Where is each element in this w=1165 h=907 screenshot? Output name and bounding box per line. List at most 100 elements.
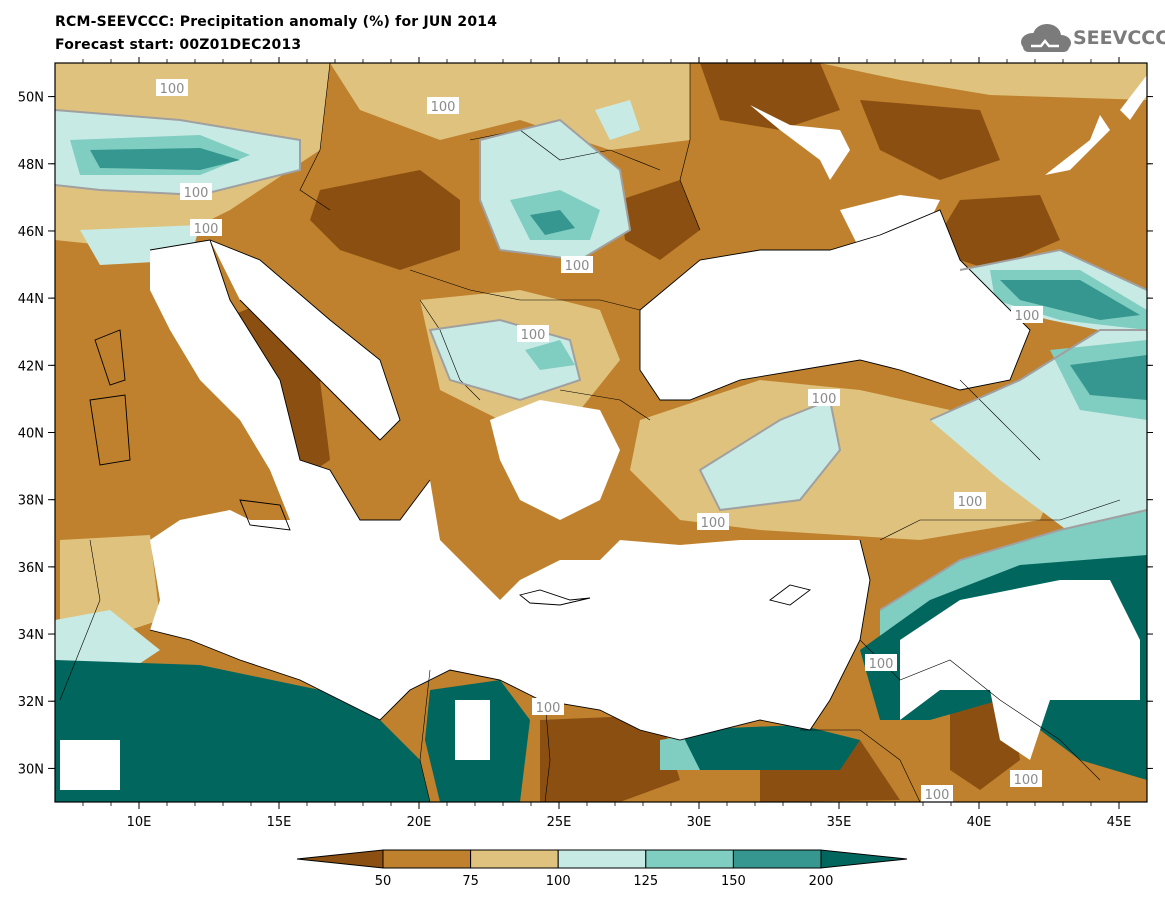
- very-wet-caucasus: [1000, 280, 1140, 320]
- contour-label: 100: [536, 701, 561, 716]
- white-river-patch-ne: [1120, 75, 1147, 120]
- map-title: RCM-SEEVCCC: Precipitation anomaly (%) f…: [55, 14, 498, 30]
- lat-tick-label: 34N: [18, 628, 44, 643]
- contour-label: 100: [160, 82, 185, 97]
- slightly-wet-north-romania: [595, 100, 640, 140]
- lon-axis: 10E 15E 20E 25E 30E 35E 40E 45E: [82, 57, 1132, 830]
- colorbar-level-label: 150: [721, 874, 746, 889]
- lat-tick-label: 44N: [18, 292, 44, 307]
- contour-label-bg: [532, 698, 564, 715]
- lon-tick-label: 45E: [1107, 815, 1132, 830]
- contour-label: 100: [431, 100, 456, 115]
- colorbar-level-label: 200: [809, 874, 834, 889]
- lat-tick-label: 40N: [18, 427, 44, 442]
- dry-zone-east-north: [820, 63, 1147, 100]
- lat-tick-label: 46N: [18, 225, 44, 240]
- dry-zone-africa-west: [60, 535, 160, 640]
- contour-label: 100: [194, 222, 219, 237]
- very-dry-romania: [620, 180, 700, 260]
- colorbar-level-label: 75: [462, 874, 479, 889]
- colorbar-box: [382, 849, 472, 869]
- lat-tick-label: 42N: [18, 359, 44, 374]
- contour-label-bg: [517, 325, 549, 342]
- contour-label-bg: [865, 654, 897, 671]
- colorbar-level-label: 125: [633, 874, 658, 889]
- wet-serbia: [525, 340, 575, 370]
- contour-label: 100: [521, 328, 546, 343]
- contour-label-bg: [697, 513, 729, 530]
- very-wet-alps: [90, 148, 240, 170]
- contour-label-bg: [427, 97, 459, 114]
- contour-label: 100: [565, 259, 590, 274]
- contour-label-bg: [808, 389, 840, 406]
- contour-100-lines: [55, 109, 1147, 611]
- colorbar-level-label: 100: [546, 874, 571, 889]
- very-wet-romania: [530, 210, 575, 235]
- sea-adriatic: [210, 240, 400, 440]
- logo-text: SEEVCCC: [1073, 27, 1165, 49]
- sea-mediterranean: [150, 240, 870, 740]
- sea-azov: [840, 195, 940, 250]
- contour-label: 100: [184, 186, 209, 201]
- extreme-wet-nile: [680, 725, 860, 770]
- contour-label-bg: [180, 183, 212, 200]
- lon-tick-label: 10E: [127, 815, 152, 830]
- contour-label: 100: [1015, 309, 1040, 324]
- lat-axis: 50N 48N 46N 44N 42N 40N 38N 36N 34N 32N 30N: [18, 91, 1153, 777]
- no-data-libya-patch: [60, 740, 120, 790]
- contour-label: 100: [812, 392, 837, 407]
- sea-aegean: [490, 400, 620, 520]
- colorbar-high-arrow: [820, 849, 908, 869]
- colorbar-low-arrow: [296, 849, 384, 869]
- very-dry-russia: [860, 100, 1000, 180]
- lat-tick-label: 30N: [18, 762, 44, 777]
- lon-tick-label: 30E: [687, 815, 712, 830]
- white-river-patch-ukraine: [750, 105, 850, 180]
- lon-tick-label: 40E: [967, 815, 992, 830]
- very-dry-egypt: [540, 715, 680, 802]
- contour-label-bg: [561, 256, 593, 273]
- colorbar-level-label: 50: [375, 874, 392, 889]
- no-data-syria-desert: [900, 580, 1140, 760]
- contour-label: 100: [701, 516, 726, 531]
- very-dry-caucasus: [930, 195, 1060, 270]
- very-wet-georgia: [1070, 355, 1147, 400]
- lat-tick-label: 32N: [18, 695, 44, 710]
- forecast-start-subtitle: Forecast start: 00Z01DEC2013: [55, 37, 302, 53]
- contour-label-bg: [156, 79, 188, 96]
- slightly-wet-libya-west: [55, 610, 160, 670]
- contour-label-group: 100 100 100 100 100 100 100 100 100 100 100 100 100 1…: [156, 79, 1043, 803]
- lat-tick-label: 38N: [18, 494, 44, 509]
- lat-tick-label: 50N: [18, 91, 44, 106]
- contour-label-bg: [190, 219, 222, 236]
- cloud-icon: [1021, 24, 1071, 52]
- no-data-cyrenaica: [455, 700, 490, 760]
- extreme-wet-libya: [55, 660, 430, 802]
- colorbar-box: [732, 849, 822, 869]
- lon-tick-label: 25E: [547, 815, 572, 830]
- white-river-patch-russia: [1045, 115, 1110, 175]
- contour-label-bg: [1011, 306, 1043, 323]
- lat-tick-label: 48N: [18, 158, 44, 173]
- contour-label-bg: [954, 492, 986, 509]
- dry-zone-north: [330, 63, 690, 150]
- very-dry-hungary: [310, 170, 460, 270]
- colorbar-box: [645, 849, 734, 869]
- contour-label: 100: [958, 495, 983, 510]
- contour-label: 100: [869, 657, 894, 672]
- very-dry-ukraine: [700, 63, 840, 130]
- lon-tick-label: 35E: [827, 815, 852, 830]
- contour-label-bg: [1010, 770, 1042, 787]
- lon-tick-label: 15E: [267, 815, 292, 830]
- colorbar-box: [557, 849, 647, 869]
- lat-tick-label: 36N: [18, 561, 44, 576]
- contour-label: 100: [1014, 773, 1039, 788]
- sea-black-sea: [640, 210, 1030, 400]
- colorbar-box: [470, 849, 559, 869]
- lon-tick-label: 20E: [407, 815, 432, 830]
- contour-label: 100: [925, 788, 950, 803]
- contour-label-bg: [921, 785, 953, 802]
- country-borders: [59, 63, 1121, 802]
